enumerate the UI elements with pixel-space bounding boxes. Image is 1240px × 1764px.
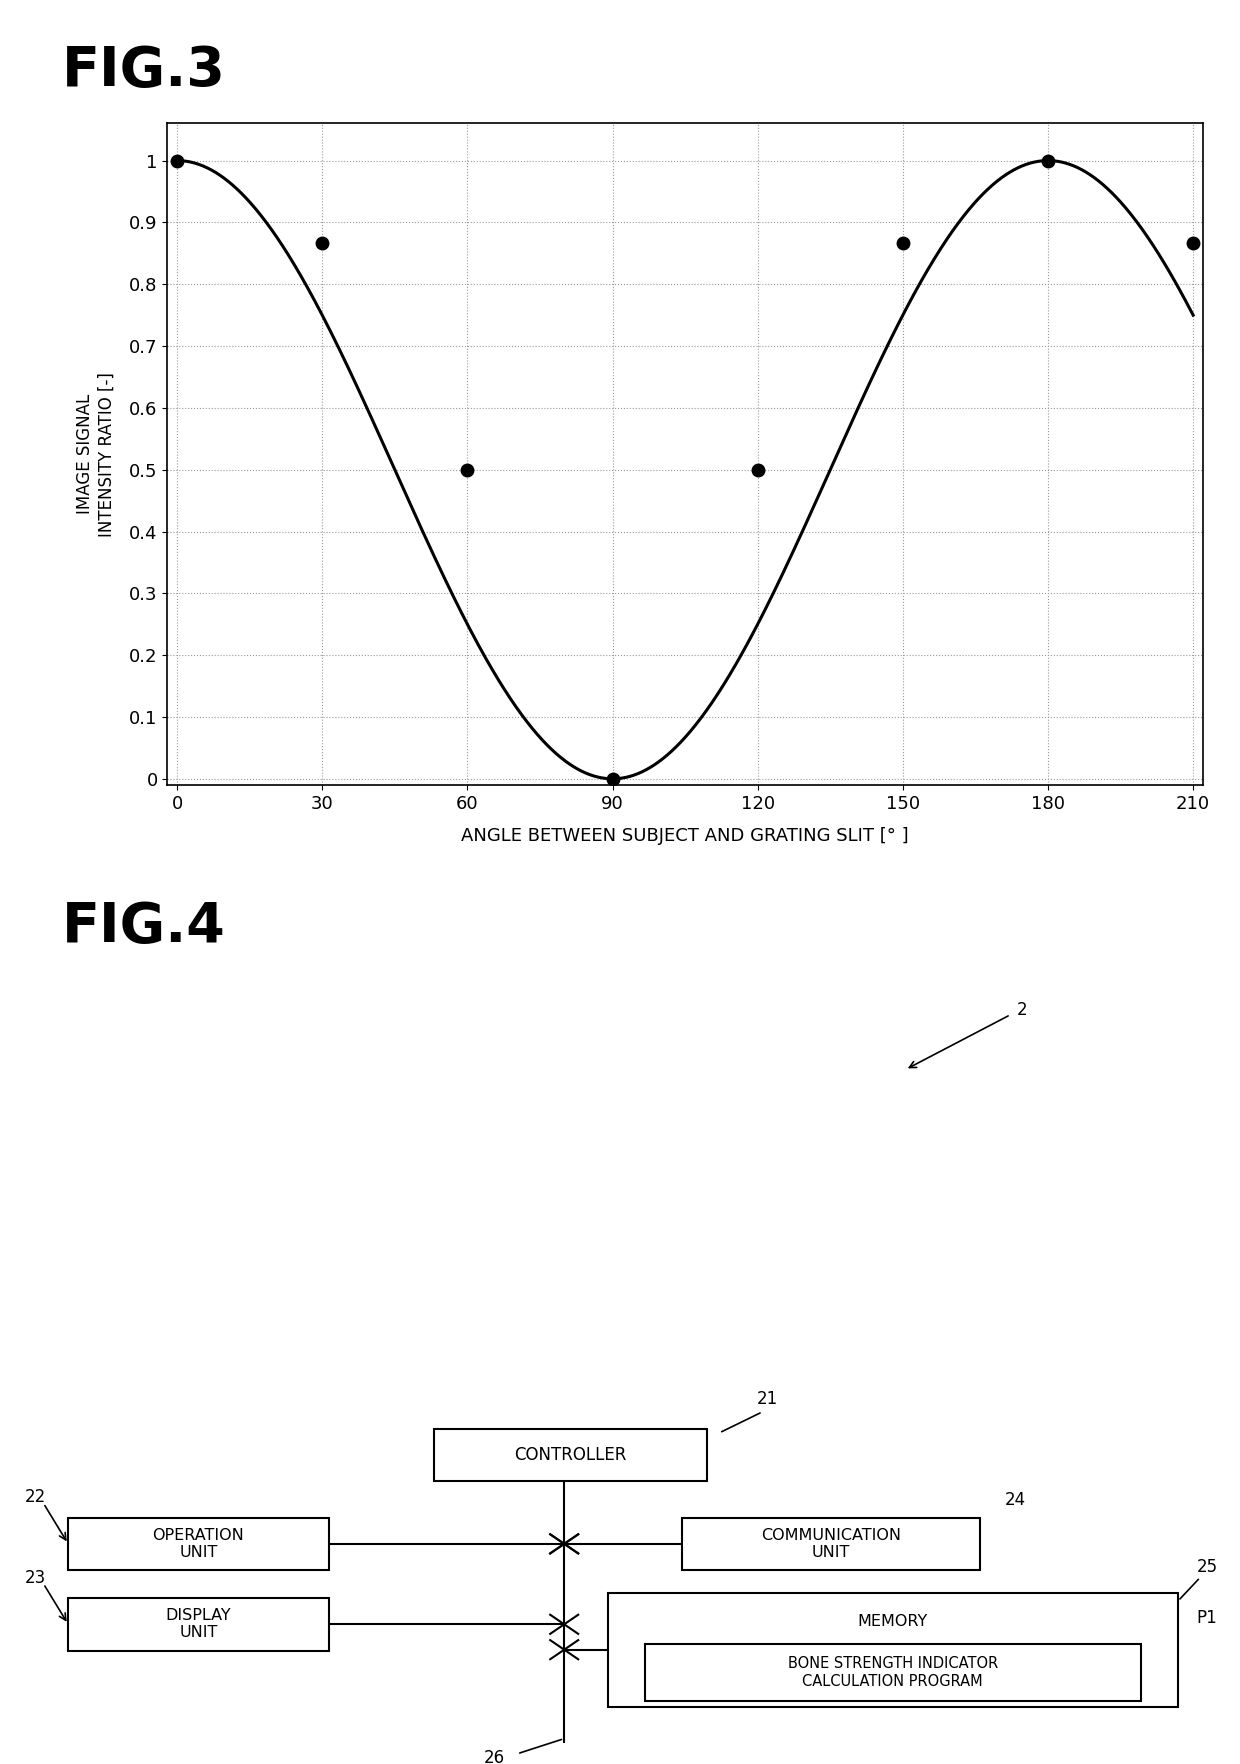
- Text: 22: 22: [25, 1489, 46, 1506]
- Text: MEMORY: MEMORY: [858, 1614, 928, 1628]
- Text: OPERATION
UNIT: OPERATION UNIT: [153, 1528, 244, 1559]
- Text: FIG.3: FIG.3: [62, 44, 226, 99]
- Bar: [68, 1517, 329, 1570]
- Text: BONE STRENGTH INDICATOR
CALCULATION PROGRAM: BONE STRENGTH INDICATOR CALCULATION PROG…: [787, 1656, 998, 1688]
- X-axis label: ANGLE BETWEEN SUBJECT AND GRATING SLIT [° ]: ANGLE BETWEEN SUBJECT AND GRATING SLIT […: [461, 827, 909, 845]
- Text: FIG.4: FIG.4: [62, 900, 226, 954]
- Bar: [434, 1429, 707, 1482]
- Bar: [68, 1598, 329, 1651]
- Bar: [682, 1517, 980, 1570]
- Text: 24: 24: [1004, 1491, 1025, 1510]
- Text: CONTROLLER: CONTROLLER: [515, 1446, 626, 1464]
- Text: 21: 21: [756, 1390, 777, 1408]
- Bar: [608, 1593, 1178, 1708]
- Text: 23: 23: [25, 1568, 46, 1588]
- Text: P1: P1: [1197, 1609, 1218, 1626]
- Text: 2: 2: [1017, 1002, 1028, 1020]
- Text: DISPLAY
UNIT: DISPLAY UNIT: [166, 1609, 231, 1641]
- Bar: [645, 1644, 1141, 1700]
- Text: 25: 25: [1197, 1558, 1218, 1575]
- Text: COMMUNICATION
UNIT: COMMUNICATION UNIT: [761, 1528, 900, 1559]
- Y-axis label: IMAGE SIGNAL
INTENSITY RATIO [-]: IMAGE SIGNAL INTENSITY RATIO [-]: [77, 372, 115, 536]
- Text: 26: 26: [484, 1750, 505, 1764]
